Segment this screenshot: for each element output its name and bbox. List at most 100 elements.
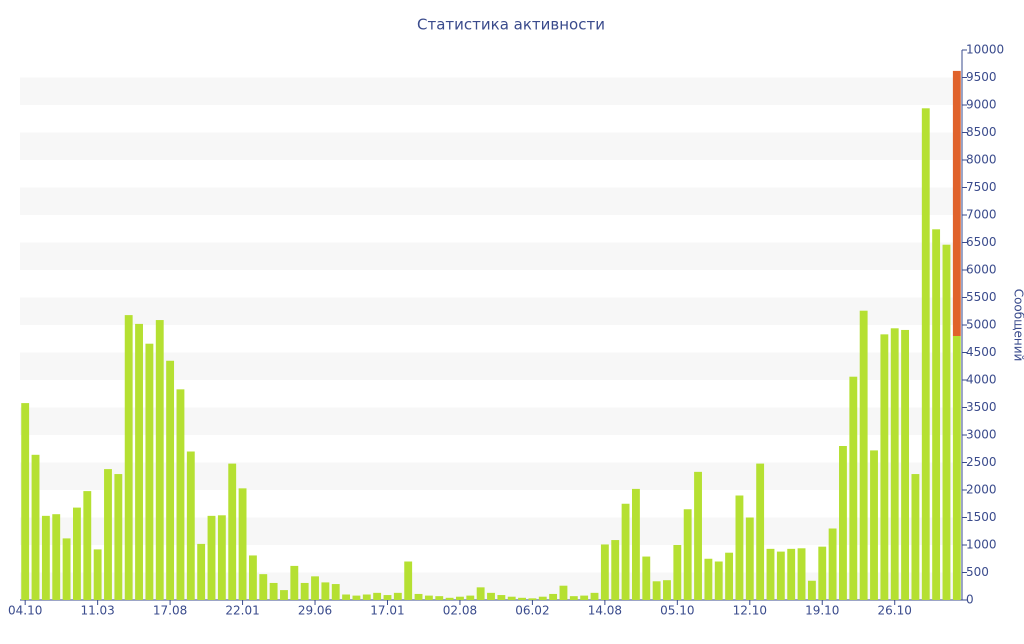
- bar: [125, 315, 133, 600]
- bar: [549, 594, 557, 600]
- bar: [83, 491, 91, 600]
- x-tick-label: 19.10: [805, 604, 839, 618]
- bar: [497, 595, 505, 600]
- chart-title: Статистика активности: [417, 16, 605, 34]
- bar: [311, 576, 319, 600]
- bar: [197, 544, 205, 600]
- bar: [352, 596, 360, 600]
- bar: [725, 553, 733, 600]
- bar: [684, 509, 692, 600]
- bar: [145, 344, 153, 600]
- bar: [767, 549, 775, 600]
- bar: [580, 596, 588, 600]
- bar: [456, 597, 464, 600]
- bar: [736, 496, 744, 601]
- bar: [239, 488, 247, 600]
- bar: [849, 377, 857, 600]
- grid-band: [20, 243, 962, 271]
- x-tick-label: 29.06: [298, 604, 332, 618]
- bar: [756, 464, 764, 600]
- x-tick-label: 17.08: [153, 604, 187, 618]
- bar: [332, 584, 340, 600]
- bar: [539, 597, 547, 600]
- bar: [746, 518, 754, 601]
- bar: [135, 324, 143, 600]
- bar: [943, 245, 951, 600]
- bar: [922, 108, 930, 600]
- y-tick-label: 5500: [966, 290, 997, 304]
- y-tick-label: 5000: [966, 318, 997, 332]
- bar: [829, 529, 837, 601]
- y-tick-label: 9500: [966, 70, 997, 84]
- bar: [528, 598, 536, 600]
- x-tick-label: 17.01: [370, 604, 404, 618]
- bar: [808, 581, 816, 600]
- bar: [321, 582, 329, 600]
- bar: [901, 330, 909, 600]
- y-tick-label: 1000: [966, 538, 997, 552]
- bar: [166, 361, 174, 600]
- bar: [870, 450, 878, 600]
- y-tick-label: 3000: [966, 428, 997, 442]
- grid-band: [20, 188, 962, 216]
- y-tick-label: 1500: [966, 510, 997, 524]
- bar: [591, 593, 599, 600]
- y-tick-label: 4000: [966, 373, 997, 387]
- bar: [21, 403, 29, 600]
- bar: [715, 562, 723, 601]
- y-tick-label: 4500: [966, 345, 997, 359]
- bar: [228, 464, 236, 600]
- bar: [177, 389, 185, 600]
- y-tick-label: 10000: [966, 43, 1004, 57]
- bar: [249, 555, 257, 600]
- bar: [632, 489, 640, 600]
- bar: [114, 474, 122, 600]
- bar: [259, 574, 267, 600]
- bar: [570, 596, 578, 600]
- bar: [94, 549, 102, 600]
- y-tick-label: 6000: [966, 263, 997, 277]
- y-tick-label: 7000: [966, 208, 997, 222]
- bar: [446, 598, 454, 600]
- bar: [487, 593, 495, 600]
- grid-band: [20, 133, 962, 161]
- bar: [622, 504, 630, 600]
- grid-band: [20, 78, 962, 106]
- x-tick-label: 12.10: [733, 604, 767, 618]
- bar: [435, 596, 443, 600]
- bar: [611, 540, 619, 600]
- bar: [394, 593, 402, 600]
- bar: [415, 594, 423, 600]
- bar: [187, 452, 195, 601]
- bar: [342, 595, 350, 601]
- bar: [425, 596, 433, 600]
- y-tick-label: 500: [966, 565, 989, 579]
- y-tick-label: 8000: [966, 153, 997, 167]
- bar: [477, 587, 485, 600]
- bar: [560, 586, 568, 600]
- bar: [518, 598, 526, 600]
- bar: [52, 514, 60, 600]
- y-tick-label: 6500: [966, 235, 997, 249]
- bar: [673, 545, 681, 600]
- bar: [911, 474, 919, 600]
- x-tick-label: 26.10: [878, 604, 912, 618]
- bar: [363, 595, 371, 601]
- bar: [218, 515, 226, 600]
- bar: [798, 548, 806, 600]
- bar: [777, 552, 785, 600]
- bar: [704, 559, 712, 600]
- bar: [290, 566, 298, 600]
- y-tick-label: 7500: [966, 180, 997, 194]
- bar: [653, 581, 661, 600]
- bar: [818, 547, 826, 600]
- bar: [404, 562, 412, 601]
- bar: [104, 469, 112, 600]
- x-tick-label: 22.01: [225, 604, 259, 618]
- y-tick-label: 2500: [966, 455, 997, 469]
- bar: [787, 549, 795, 600]
- x-tick-label: 05.10: [660, 604, 694, 618]
- y-tick-label: 2000: [966, 483, 997, 497]
- bar: [280, 590, 288, 600]
